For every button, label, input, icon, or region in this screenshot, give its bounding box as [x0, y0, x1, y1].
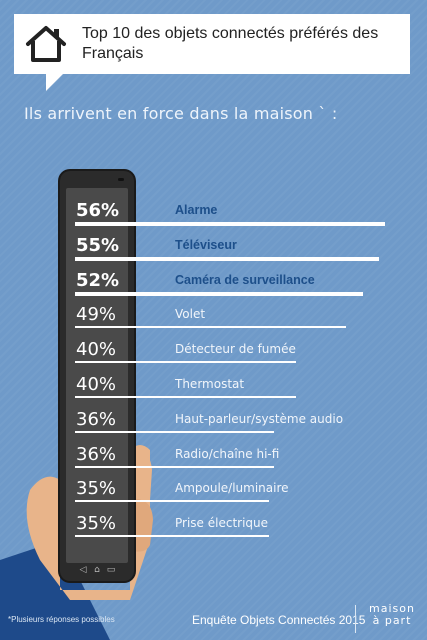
bar-line: [75, 535, 269, 538]
bar-line: [75, 361, 296, 364]
source-text: Enquête Objets Connectés 2015: [192, 613, 366, 627]
brand-logo: maison à part: [362, 603, 422, 627]
title-callout-tail: [46, 73, 64, 91]
category-label: Alarme: [175, 203, 218, 217]
subtitle: Ils arrivent en force dans la maison ` :: [24, 104, 338, 123]
category-label: Haut-parleur/système audio: [175, 411, 344, 426]
value-label: 36%: [76, 408, 117, 430]
bar-line: [75, 222, 385, 226]
house-icon: [26, 26, 66, 62]
footnote: *Plusieurs réponses possibles: [8, 615, 115, 624]
category-label: Détecteur de fumée: [175, 342, 296, 357]
phone-camera: [118, 178, 124, 181]
category-label: Caméra de surveillance: [175, 272, 315, 287]
back-icon: ◁: [79, 565, 87, 575]
bar-line: [75, 465, 274, 468]
value-label: 55%: [76, 234, 120, 256]
category-label: Prise électrique: [175, 516, 269, 531]
value-label: 35%: [76, 478, 117, 500]
category-label: Radio/chaîne hi-fi: [175, 446, 280, 461]
bar-line: [75, 291, 363, 296]
value-label: 35%: [76, 513, 117, 535]
bar-line: [75, 430, 274, 433]
bar-line: [75, 500, 269, 503]
logo-line-1: maison: [369, 602, 415, 615]
value-label: 36%: [76, 443, 117, 465]
value-label: 49%: [76, 304, 117, 326]
footer-divider: [355, 605, 356, 633]
title-callout: [14, 14, 410, 74]
page-title: Top 10 des objets connectés préférés des…: [82, 25, 379, 62]
value-label: 56%: [76, 200, 120, 221]
value-label: 40%: [76, 339, 117, 361]
category-label: Ampoule/luminaire: [175, 481, 289, 496]
category-label: Volet: [175, 307, 206, 322]
category-label: Thermostat: [175, 377, 245, 391]
bar-line: [75, 256, 379, 261]
home-icon: ⌂: [94, 565, 100, 575]
bar-line: [75, 326, 346, 329]
value-label: 40%: [76, 374, 117, 395]
logo-line-2: à part: [372, 614, 412, 627]
value-label: 52%: [76, 269, 120, 291]
bar-line: [75, 396, 296, 398]
menu-icon: ▭: [106, 565, 116, 575]
category-label: Téléviseur: [175, 237, 237, 252]
